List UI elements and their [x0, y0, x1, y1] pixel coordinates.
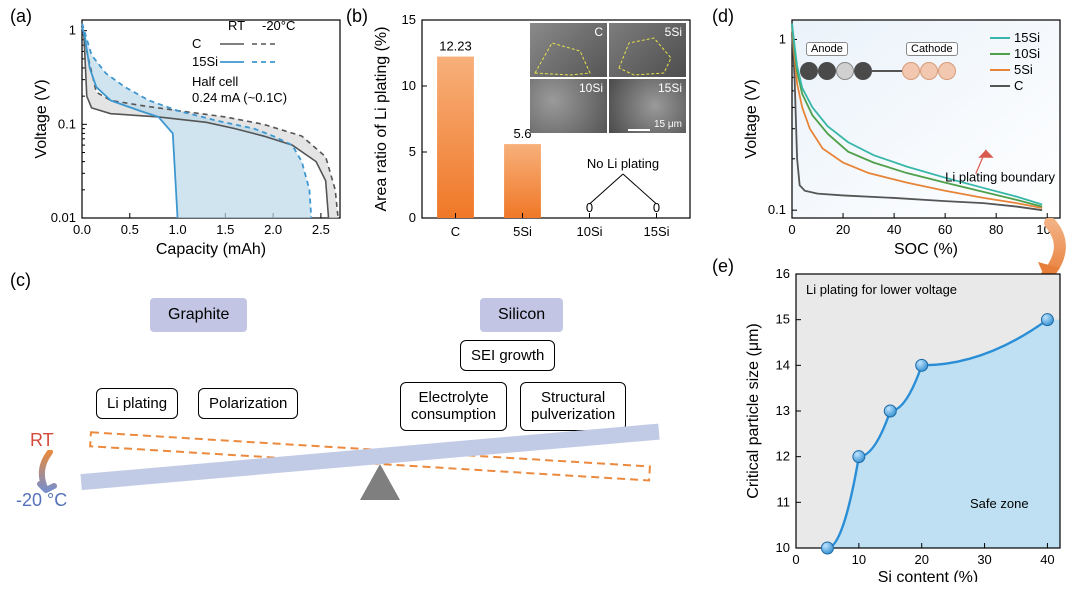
svg-text:0.24 mA (~0.1C): 0.24 mA (~0.1C): [192, 90, 287, 105]
svg-text:Safe zone: Safe zone: [970, 496, 1029, 511]
label-e: (e): [712, 256, 734, 277]
svg-text:1: 1: [69, 23, 76, 38]
svg-text:13: 13: [776, 403, 790, 418]
sem-inset: C 5Si 10Si 15Si 15 μm: [530, 23, 686, 133]
svg-text:10: 10: [852, 552, 866, 567]
svg-text:Li plating for lower voltage: Li plating for lower voltage: [806, 282, 957, 297]
sem-cell: 15Si 15 μm: [609, 79, 686, 133]
svg-text:2.0: 2.0: [264, 222, 282, 237]
svg-text:Half cell: Half cell: [192, 74, 238, 89]
label-a: (a): [10, 6, 32, 27]
svg-text:0: 0: [792, 552, 799, 567]
graphite-pill: Graphite: [150, 298, 247, 332]
svg-text:Area ratio of Li plating (%): Area ratio of Li plating (%): [373, 27, 390, 212]
seesaw: [60, 400, 700, 580]
box-sei: SEI growth: [460, 340, 555, 371]
svg-text:0.01: 0.01: [51, 210, 76, 225]
svg-text:Critical particle size (μm): Critical particle size (μm): [745, 323, 762, 498]
rt-label: RT: [30, 430, 54, 451]
svg-text:5.6: 5.6: [513, 126, 531, 141]
svg-text:-20°C: -20°C: [262, 18, 295, 33]
cathode-tag: Cathode: [906, 42, 958, 56]
svg-text:Li plating boundary: Li plating boundary: [945, 170, 1055, 185]
svg-text:15: 15: [776, 312, 790, 327]
svg-text:5: 5: [409, 144, 416, 159]
svg-text:5Si: 5Si: [513, 224, 532, 239]
svg-text:No Li plating: No Li plating: [587, 156, 659, 171]
svg-text:C: C: [451, 224, 460, 239]
svg-text:SOC (%): SOC (%): [894, 241, 958, 258]
svg-text:12.23: 12.23: [439, 39, 472, 54]
svg-text:Capacity (mAh): Capacity (mAh): [156, 241, 266, 258]
svg-text:15Si: 15Si: [643, 224, 669, 239]
svg-text:40: 40: [887, 222, 901, 237]
svg-text:0.1: 0.1: [768, 202, 786, 217]
svg-text:40: 40: [1040, 552, 1054, 567]
svg-text:0: 0: [409, 210, 416, 225]
svg-text:5Si: 5Si: [1014, 62, 1033, 77]
svg-text:C: C: [1014, 78, 1023, 93]
svg-text:12: 12: [776, 449, 790, 464]
svg-text:14: 14: [776, 357, 790, 372]
panel-a-chart: 0.00.51.01.52.02.50.010.11Capacity (mAh)…: [30, 8, 350, 258]
svg-text:10: 10: [776, 540, 790, 555]
label-d: (d): [712, 6, 734, 27]
svg-text:Voltage (V): Voltage (V): [33, 79, 50, 158]
scalebar: 15 μm: [654, 119, 682, 130]
svg-text:10: 10: [402, 78, 416, 93]
svg-text:20: 20: [836, 222, 850, 237]
svg-text:C: C: [192, 36, 201, 51]
svg-text:16: 16: [776, 266, 790, 281]
svg-text:2.5: 2.5: [312, 222, 330, 237]
svg-text:10Si: 10Si: [576, 224, 602, 239]
anode-tag: Anode: [806, 42, 848, 56]
svg-text:0: 0: [788, 222, 795, 237]
sem-label: 15Si: [658, 81, 682, 95]
svg-text:20: 20: [914, 552, 928, 567]
sem-label: 10Si: [579, 81, 603, 95]
svg-text:30: 30: [977, 552, 991, 567]
svg-text:Voltage (V): Voltage (V): [743, 79, 760, 158]
svg-text:1.0: 1.0: [169, 222, 187, 237]
sem-cell: 5Si: [609, 23, 686, 77]
svg-text:1: 1: [779, 31, 786, 46]
panel-e-chart: 01020304010111213141516Si content (%)Cri…: [740, 262, 1070, 582]
sem-cell: C: [530, 23, 607, 77]
svg-text:10Si: 10Si: [1014, 46, 1040, 61]
svg-text:15Si: 15Si: [1014, 30, 1040, 45]
svg-text:1.5: 1.5: [216, 222, 234, 237]
svg-text:11: 11: [777, 494, 791, 509]
scalebar-line: [628, 129, 650, 131]
svg-text:0.5: 0.5: [121, 222, 139, 237]
svg-text:15: 15: [402, 12, 416, 27]
sem-label: C: [594, 25, 603, 39]
sem-label: 5Si: [665, 25, 682, 39]
svg-text:60: 60: [938, 222, 952, 237]
sem-cell: 10Si: [530, 79, 607, 133]
electrode-inset: Anode Cathode: [800, 42, 970, 86]
label-c: (c): [10, 270, 31, 291]
silicon-pill: Silicon: [480, 298, 563, 332]
svg-text:RT: RT: [228, 18, 245, 33]
svg-text:0.1: 0.1: [58, 116, 76, 131]
svg-text:15Si: 15Si: [192, 54, 218, 69]
svg-text:Si content (%): Si content (%): [878, 569, 978, 582]
